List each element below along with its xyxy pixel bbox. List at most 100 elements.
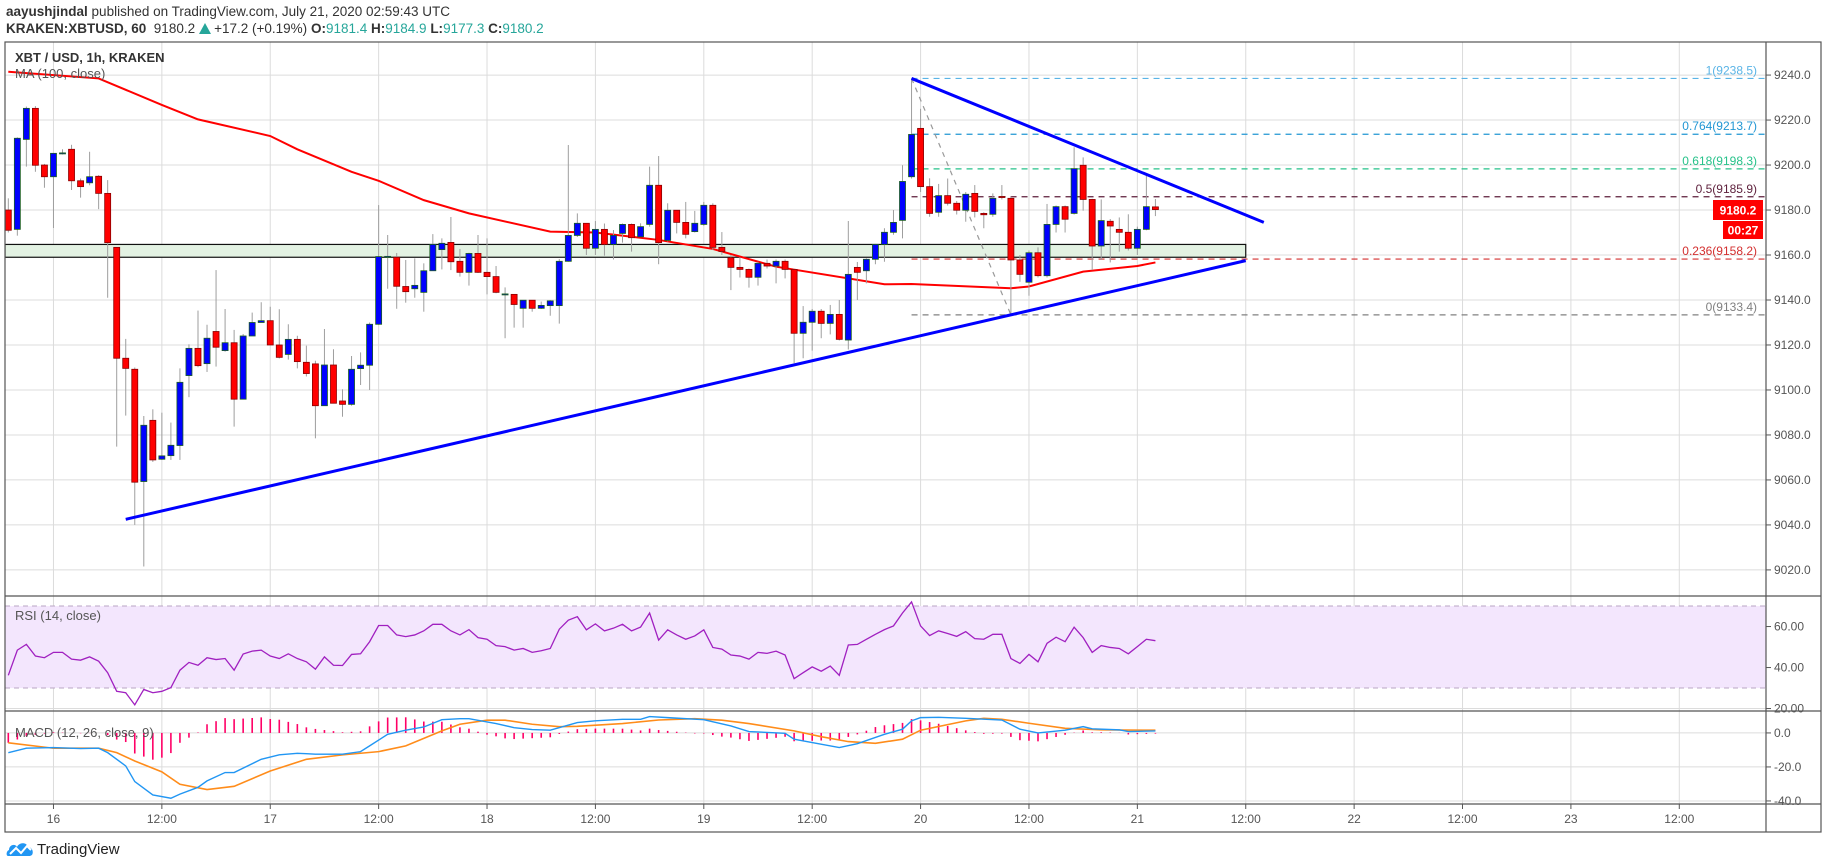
open-value: 9181.4 xyxy=(325,21,368,36)
candle xyxy=(465,252,473,286)
candle-body xyxy=(537,304,545,309)
candle-body xyxy=(1088,199,1096,247)
candle-body xyxy=(709,204,717,248)
candle xyxy=(113,246,121,447)
candle xyxy=(944,178,952,206)
x-tick-label: 17 xyxy=(264,812,278,826)
candle-body xyxy=(510,293,518,305)
candle xyxy=(122,338,130,416)
x-tick-label: 16 xyxy=(47,812,61,826)
chart-title: XBT / USD, 1h, KRAKEN xyxy=(15,50,165,65)
candle-body xyxy=(185,347,193,376)
candle xyxy=(646,166,654,227)
candle xyxy=(95,175,103,210)
falling-resistance-trendline[interactable] xyxy=(910,77,1265,224)
candle xyxy=(420,263,428,312)
candle-body xyxy=(808,310,816,323)
candle-body xyxy=(5,209,12,231)
y-tick-label: 9140.0 xyxy=(1774,293,1811,307)
fib-trend-line[interactable] xyxy=(910,78,1012,316)
candle-body xyxy=(601,228,608,245)
candle-body xyxy=(1043,224,1051,277)
symbol: KRAKEN:XBTUSD, 60 xyxy=(6,21,147,36)
candle xyxy=(628,223,635,252)
candle xyxy=(1152,199,1159,217)
candle-body xyxy=(754,262,762,278)
candle-body xyxy=(998,196,1006,198)
candle xyxy=(1088,198,1096,271)
candle-body xyxy=(935,195,943,213)
candle xyxy=(1133,226,1141,256)
candle xyxy=(411,258,419,298)
candle xyxy=(745,268,753,288)
candle-body xyxy=(393,256,401,287)
rising-support-trendline[interactable] xyxy=(125,259,1247,521)
candle xyxy=(50,152,57,229)
candle xyxy=(501,287,509,339)
candle xyxy=(664,203,672,242)
candle xyxy=(881,228,888,262)
rsi-pane[interactable] xyxy=(5,600,1766,707)
candle xyxy=(22,106,30,167)
candle-body xyxy=(176,381,184,446)
x-tick-label: 20 xyxy=(914,812,928,826)
candle-body xyxy=(1061,206,1069,220)
candle-body xyxy=(592,228,599,249)
candle-body xyxy=(772,260,780,267)
candle-body xyxy=(465,253,473,273)
x-tick-label: 21 xyxy=(1131,812,1145,826)
candle xyxy=(935,183,943,217)
y-tick-label: 9240.0 xyxy=(1774,68,1811,82)
candle xyxy=(1052,205,1060,233)
candle-body xyxy=(745,269,753,278)
candle-body xyxy=(673,209,681,223)
candle xyxy=(1124,214,1132,251)
author-name[interactable]: aayushjindal xyxy=(6,4,88,19)
candle-body xyxy=(203,337,211,365)
candle xyxy=(619,223,626,243)
candle xyxy=(339,389,346,417)
candle-body xyxy=(330,364,337,404)
rsi-line xyxy=(7,600,1156,707)
x-tick-label: 22 xyxy=(1347,812,1361,826)
tradingview-cloud-icon xyxy=(6,843,33,856)
candle-body xyxy=(50,152,57,178)
last-price-value: 9180.2 xyxy=(1720,204,1757,218)
candle-body xyxy=(944,195,952,204)
candle xyxy=(492,266,500,294)
candle xyxy=(989,193,997,217)
candle xyxy=(1016,255,1024,282)
candle xyxy=(203,324,211,372)
candle-body xyxy=(528,299,536,309)
candle xyxy=(41,163,48,188)
candle xyxy=(77,178,84,198)
candle xyxy=(212,270,220,367)
candle xyxy=(926,178,934,217)
candle xyxy=(953,201,961,215)
candle-body xyxy=(257,320,265,323)
candle xyxy=(393,252,401,309)
candle-body xyxy=(59,152,66,155)
candle xyxy=(826,304,834,335)
candle-body xyxy=(140,424,148,482)
support-zone[interactable] xyxy=(5,243,1247,258)
price-pane[interactable]: 1(9238.5) 0.764(9213.7) 0.618(9198.3) 0.5(9… xyxy=(5,63,1766,567)
candle xyxy=(86,151,94,186)
candle xyxy=(1097,199,1105,260)
candle xyxy=(808,308,816,351)
bar-countdown: 00:27 xyxy=(1728,224,1759,238)
candle xyxy=(718,232,726,256)
candle xyxy=(709,203,717,251)
candle xyxy=(528,299,536,312)
macd-pane[interactable] xyxy=(7,715,1157,799)
candle xyxy=(872,243,879,265)
y-tick-label: 9160.0 xyxy=(1774,248,1811,262)
candle-body xyxy=(32,107,39,166)
publish-info: aayushjindal published on TradingView.co… xyxy=(6,4,450,19)
candle-body xyxy=(239,335,247,400)
ma100-line xyxy=(8,70,1156,290)
candle xyxy=(384,234,392,289)
tradingview-logo[interactable]: TradingView xyxy=(6,840,120,858)
candle-body xyxy=(926,186,934,214)
